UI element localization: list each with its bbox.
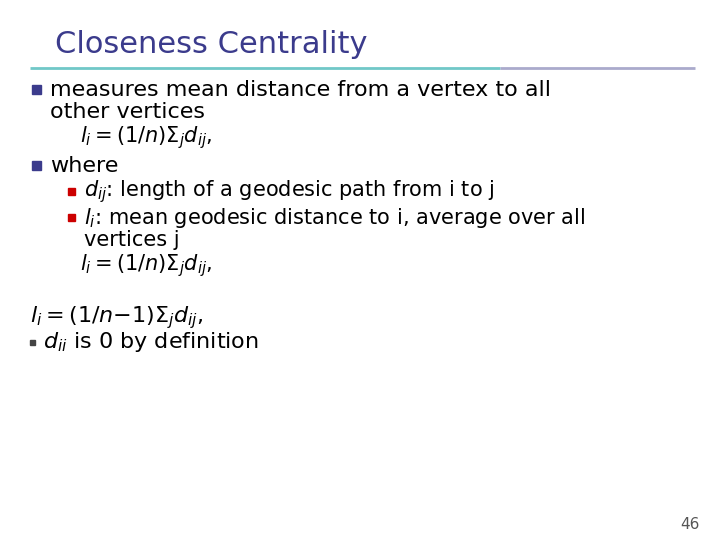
Text: $d_{ij}$: length of a geodesic path from i to j: $d_{ij}$: length of a geodesic path from… [84,179,495,205]
Text: $l_i = (1/n)\Sigma_j d_{ij},$: $l_i = (1/n)\Sigma_j d_{ij},$ [80,253,212,279]
Text: vertices j: vertices j [84,230,179,250]
Text: $d_{ii}$ is 0 by definition: $d_{ii}$ is 0 by definition [43,330,258,354]
Text: where: where [50,156,118,176]
Text: $l_i = (1/n\mathit{-}1)\Sigma_j d_{ij},$: $l_i = (1/n\mathit{-}1)\Sigma_j d_{ij},$ [30,305,204,332]
Text: 46: 46 [680,517,700,532]
Text: Closeness Centrality: Closeness Centrality [55,30,367,59]
Text: $l_i = (1/n)\Sigma_j d_{ij},$: $l_i = (1/n)\Sigma_j d_{ij},$ [80,125,212,151]
Text: other vertices: other vertices [50,102,205,122]
Bar [68,214,75,221]
Bar [32,85,41,94]
Bar [32,161,41,170]
Text: measures mean distance from a vertex to all: measures mean distance from a vertex to … [50,80,551,100]
Bar [68,188,75,195]
Text: $l_i$: mean geodesic distance to i, average over all: $l_i$: mean geodesic distance to i, aver… [84,206,585,230]
Bar [30,340,35,345]
